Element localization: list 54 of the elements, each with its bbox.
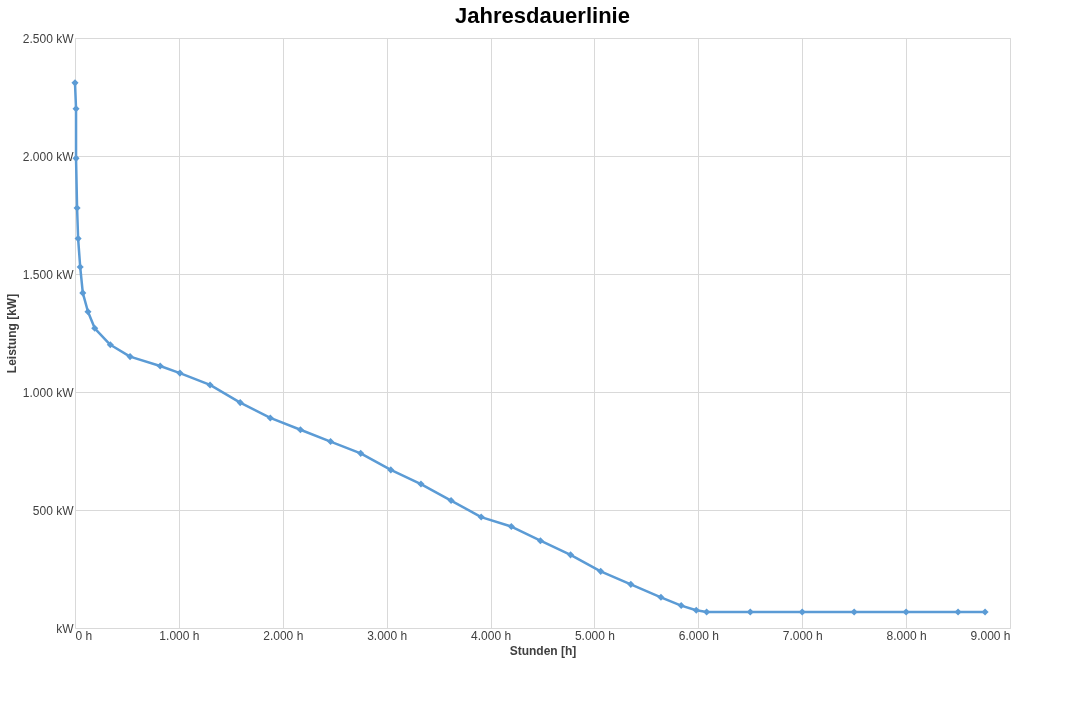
point bbox=[692, 606, 700, 614]
point bbox=[72, 105, 80, 113]
point bbox=[357, 449, 365, 457]
x-tick-label: 9.000 h bbox=[970, 628, 1011, 643]
point bbox=[507, 522, 515, 531]
point bbox=[657, 593, 665, 601]
point bbox=[106, 341, 114, 349]
point bbox=[79, 289, 87, 297]
y-tick-label: 500 kW bbox=[32, 503, 75, 518]
y-tick-label: 1.500 kW bbox=[22, 267, 75, 282]
point bbox=[477, 513, 485, 521]
point bbox=[236, 399, 244, 407]
point bbox=[567, 551, 575, 559]
point bbox=[126, 353, 134, 361]
point bbox=[176, 369, 184, 377]
point bbox=[447, 497, 455, 505]
x-tick-label: 0 h bbox=[75, 628, 93, 643]
point bbox=[798, 608, 806, 616]
x-tick-label: 2.000 h bbox=[263, 628, 304, 643]
point bbox=[76, 263, 84, 271]
point bbox=[850, 608, 858, 616]
point bbox=[91, 324, 99, 332]
point bbox=[597, 567, 605, 575]
chart-title: Jahresdauerlinie bbox=[455, 3, 630, 28]
point bbox=[266, 414, 274, 422]
point bbox=[387, 466, 395, 474]
point bbox=[627, 580, 635, 588]
x-tick-label: 3.000 h bbox=[367, 628, 408, 643]
point bbox=[74, 235, 82, 243]
point bbox=[981, 608, 989, 616]
x-axis-title: Stunden [h] bbox=[509, 643, 577, 658]
point bbox=[536, 537, 544, 545]
x-tick-label: 8.000 h bbox=[886, 628, 927, 643]
point bbox=[417, 480, 425, 488]
y-tick-label: kW bbox=[56, 621, 75, 636]
point bbox=[206, 381, 214, 389]
point bbox=[296, 426, 304, 434]
point bbox=[954, 608, 962, 616]
x-tick-label: 1.000 h bbox=[159, 628, 200, 643]
x-tick-label: 6.000 h bbox=[678, 628, 719, 643]
point bbox=[327, 438, 335, 446]
x-tick-label: 4.000 h bbox=[471, 628, 512, 643]
x-tick-label: 7.000 h bbox=[782, 628, 823, 643]
y-axis-title: Leistung [kW] bbox=[4, 293, 19, 374]
point bbox=[73, 204, 81, 212]
y-tick-label: 2.000 kW bbox=[22, 149, 75, 164]
y-tick-label: 1.000 kW bbox=[22, 385, 75, 400]
point bbox=[156, 362, 164, 370]
x-tick-label: 5.000 h bbox=[574, 628, 615, 643]
point bbox=[677, 602, 685, 610]
y-tick-label: 2.500 kW bbox=[22, 31, 75, 46]
point bbox=[84, 308, 92, 316]
point bbox=[902, 608, 910, 616]
point bbox=[71, 79, 79, 87]
